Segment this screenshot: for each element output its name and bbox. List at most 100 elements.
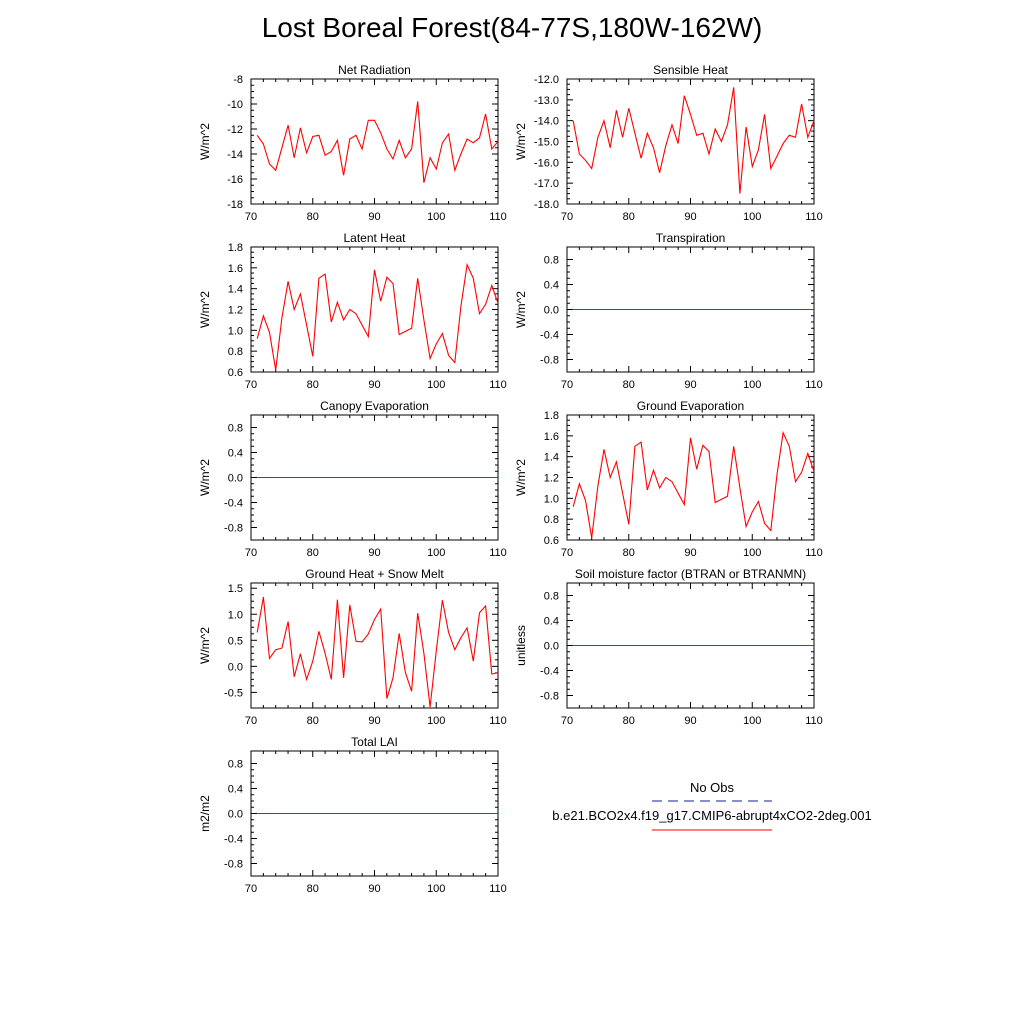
series-line-model: [572, 430, 815, 538]
y-tick-label: -14.0: [534, 116, 559, 128]
x-tick-label: 110: [805, 715, 823, 727]
panel-title: Soil moisture factor (BTRAN or BTRANMN): [575, 567, 806, 581]
y-tick-label: -10: [227, 99, 243, 111]
x-tick-label: 100: [427, 379, 445, 391]
panel-title: Ground Heat + Snow Melt: [305, 567, 444, 581]
y-tick-label: 0.4: [544, 616, 559, 628]
y-axis-label: W/m^2: [198, 627, 212, 664]
series-line-model: [256, 262, 499, 370]
x-tick-label: 80: [307, 883, 319, 895]
x-tick-label: 90: [684, 211, 696, 223]
chart-panel-5: Canopy Evaporation W/m^2 70 80 90 100 110 -0.8 -…: [198, 399, 507, 559]
chart-panel-9: Total LAI m2/m2 70 80 90 100 110 -0.8 -0.4 0.0 0.4…: [198, 735, 507, 895]
y-tick-label: 0.4: [228, 784, 243, 796]
y-tick-label: -18.0: [534, 199, 559, 211]
legend-model-label: b.e21.BCO2x4.f19_g17.CMIP6-abrupt4xCO2-2…: [552, 808, 871, 823]
page-title: Lost Boreal Forest(84-77S,180W-162W): [261, 12, 763, 43]
chart-panel-8: Soil moisture factor (BTRAN or BTRANMN) u…: [514, 567, 823, 727]
y-tick-label: 0.4: [228, 448, 243, 460]
x-tick-label: 80: [307, 379, 319, 391]
series-line-model: [256, 597, 499, 708]
x-tick-label: 80: [307, 715, 319, 727]
x-tick-label: 70: [245, 883, 257, 895]
y-tick-label: -0.8: [224, 523, 243, 535]
y-tick-label: -0.8: [540, 355, 559, 367]
y-tick-label: 1.2: [228, 305, 243, 317]
x-tick-label: 100: [743, 547, 761, 559]
x-tick-label: 100: [743, 715, 761, 727]
chart-panel-7: Ground Heat + Snow Melt W/m^2 70 80 90 100 110…: [198, 567, 507, 727]
y-tick-label: -13.0: [534, 95, 559, 107]
x-tick-label: 100: [427, 883, 445, 895]
x-tick-label: 90: [684, 715, 696, 727]
y-tick-label: 0.8: [228, 759, 243, 771]
x-tick-label: 70: [561, 547, 573, 559]
x-tick-label: 110: [805, 547, 823, 559]
y-tick-label: -0.4: [224, 498, 243, 510]
plot-frame: [250, 582, 499, 709]
panel-title: Ground Evaporation: [637, 399, 744, 413]
x-tick-label: 80: [623, 211, 635, 223]
y-tick-label: -14: [227, 149, 243, 161]
panel-title: Sensible Heat: [653, 63, 728, 77]
y-axis-label: unitless: [514, 625, 528, 666]
x-tick-label: 70: [561, 715, 573, 727]
y-tick-label: -12: [227, 124, 243, 136]
y-tick-label: 1.8: [544, 410, 559, 422]
x-tick-label: 90: [368, 883, 380, 895]
x-tick-label: 70: [245, 211, 257, 223]
y-tick-label: 0.0: [228, 661, 243, 673]
plot-frame: [566, 78, 815, 205]
y-tick-label: -17.0: [534, 178, 559, 190]
x-tick-label: 90: [368, 379, 380, 391]
series-line-model: [572, 87, 815, 194]
x-tick-label: 100: [743, 379, 761, 391]
y-tick-label: 0.0: [544, 305, 559, 317]
panel-title: Total LAI: [351, 735, 398, 749]
x-tick-label: 110: [489, 883, 507, 895]
series-line-model: [256, 101, 499, 183]
y-tick-label: 1.0: [228, 609, 243, 621]
x-tick-label: 70: [245, 379, 257, 391]
y-tick-label: -0.4: [540, 666, 559, 678]
y-tick-label: 1.6: [544, 431, 559, 443]
y-tick-label: 0.8: [544, 591, 559, 603]
y-axis-label: W/m^2: [514, 123, 528, 160]
y-tick-label: -18: [227, 199, 243, 211]
y-tick-label: 0.4: [544, 280, 559, 292]
x-tick-label: 80: [623, 547, 635, 559]
y-tick-label: -16.0: [534, 157, 559, 169]
x-tick-label: 110: [489, 211, 507, 223]
y-tick-label: -0.5: [224, 687, 243, 699]
x-tick-label: 90: [368, 211, 380, 223]
x-tick-label: 110: [805, 211, 823, 223]
y-axis-label: W/m^2: [198, 459, 212, 496]
y-tick-label: 1.8: [228, 242, 243, 254]
panel-title: Canopy Evaporation: [320, 399, 429, 413]
x-tick-label: 70: [561, 379, 573, 391]
chart-panel-2: Sensible Heat W/m^2 70 80 90 100 110 -18.0 -17.0…: [514, 63, 823, 223]
x-tick-label: 80: [623, 715, 635, 727]
y-tick-label: 1.0: [544, 493, 559, 505]
y-tick-label: 0.0: [228, 473, 243, 485]
panel-title: Transpiration: [656, 231, 726, 245]
chart-panel-3: Latent Heat W/m^2 70 80 90 100 110 0.6 0.8 1.0 1.2…: [198, 231, 507, 391]
x-tick-label: 110: [489, 379, 507, 391]
x-tick-label: 110: [489, 715, 507, 727]
plot-frame: [250, 78, 499, 205]
x-tick-label: 80: [623, 379, 635, 391]
y-axis-label: W/m^2: [198, 123, 212, 160]
y-tick-label: 1.6: [228, 263, 243, 275]
y-tick-label: 0.6: [544, 535, 559, 547]
legend-obs-label: No Obs: [690, 780, 735, 795]
x-tick-label: 110: [489, 547, 507, 559]
chart-panel-4: Transpiration W/m^2 70 80 90 100 110 -0.8 -0.4 0.…: [514, 231, 823, 391]
y-tick-label: -8: [233, 74, 243, 86]
y-tick-label: 0.8: [544, 255, 559, 267]
x-tick-label: 110: [805, 379, 823, 391]
x-tick-label: 90: [684, 379, 696, 391]
y-tick-label: 1.2: [544, 473, 559, 485]
y-tick-label: 1.4: [228, 284, 243, 296]
y-tick-label: 1.4: [544, 452, 559, 464]
